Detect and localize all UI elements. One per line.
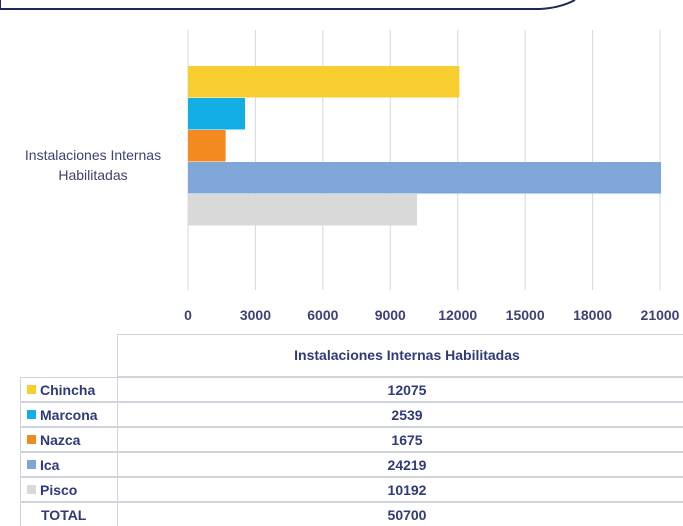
x-tick-label: 21000 — [641, 307, 680, 323]
row-value-text: 1675 — [391, 431, 423, 448]
legend-key — [27, 485, 36, 494]
total-label-text: TOTAL — [41, 506, 87, 523]
bar — [188, 162, 661, 194]
row-value-text: 10192 — [387, 481, 427, 498]
row-value: 12075 — [117, 377, 683, 402]
total-value-text: 50700 — [387, 506, 427, 523]
row-label: Ica — [20, 452, 118, 477]
legend-key — [27, 410, 36, 419]
bar — [188, 130, 226, 162]
total-label: TOTAL — [20, 502, 118, 526]
x-tick-label: 18000 — [573, 307, 612, 323]
category-label: Instalaciones Internas Habilitadas — [24, 147, 162, 183]
row-label: Chincha — [20, 377, 118, 402]
row-value: 24219 — [117, 452, 683, 477]
row-value-text: 2539 — [391, 406, 423, 423]
row-label: Nazca — [20, 427, 118, 452]
x-tick-label: 3000 — [240, 307, 271, 323]
row-value: 1675 — [117, 427, 683, 452]
row-value-text: 24219 — [387, 456, 427, 473]
row-value: 10192 — [117, 477, 683, 502]
bar — [188, 66, 460, 98]
x-tick-label: 6000 — [307, 307, 338, 323]
x-tick-label: 9000 — [375, 307, 406, 323]
row-label: Marcona — [20, 402, 118, 427]
x-tick-label: 15000 — [506, 307, 545, 323]
legend-label: Pisco — [40, 481, 78, 498]
row-label: Pisco — [20, 477, 118, 502]
total-value: 50700 — [117, 502, 683, 526]
x-tick-label: 12000 — [438, 307, 477, 323]
row-value-text: 12075 — [387, 381, 427, 398]
legend-key — [27, 460, 36, 469]
legend-key — [27, 435, 36, 444]
banner-shape — [0, 0, 576, 10]
legend-key — [27, 385, 36, 394]
legend-label: Ica — [40, 456, 60, 473]
table-header: Instalaciones Internas Habilitadas — [117, 334, 683, 377]
x-tick-label: 0 — [184, 307, 192, 323]
table-header-text: Instalaciones Internas Habilitadas — [294, 347, 520, 363]
bar — [188, 194, 418, 226]
legend-label: Chincha — [40, 381, 96, 398]
legend-label: Marcona — [40, 406, 98, 423]
bar — [188, 98, 246, 130]
legend-label: Nazca — [40, 431, 81, 448]
row-value: 2539 — [117, 402, 683, 427]
